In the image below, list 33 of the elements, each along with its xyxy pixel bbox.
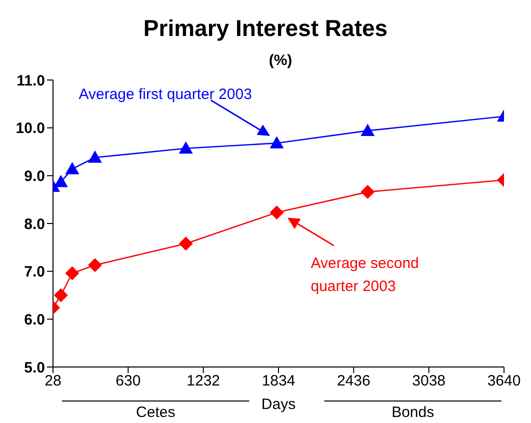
y-tick-label: 10.0	[16, 120, 45, 138]
point	[178, 141, 193, 154]
text: Bonds	[392, 404, 434, 421]
point	[270, 136, 284, 148]
point	[88, 258, 102, 272]
y-tick-label: 8.0	[24, 216, 45, 233]
point	[54, 174, 68, 188]
point	[178, 236, 193, 251]
x-axis-title: Days	[261, 396, 296, 413]
legend-label: Average second quarter 2003	[310, 254, 420, 298]
x-tick-label: 1232	[186, 372, 220, 390]
y-tick-label: 5.0	[24, 359, 45, 376]
point	[54, 288, 68, 302]
point	[270, 206, 284, 220]
x-tick-label: 3038	[412, 372, 446, 390]
text: Average first quarter 2003	[78, 85, 253, 106]
x-tick-label: 1834	[262, 372, 296, 390]
x-tick-label: 630	[116, 372, 141, 390]
point	[360, 124, 375, 136]
text: Cetes	[136, 404, 176, 421]
y-tick-label: 6.0	[24, 311, 45, 328]
x-tick-label: 3640	[487, 372, 521, 390]
x-tick-label: 2436	[336, 372, 370, 390]
point	[65, 266, 80, 280]
chart-subtitle: (%)	[268, 51, 294, 71]
chart-title: Primary Interest Rates	[142, 14, 389, 43]
point	[360, 184, 375, 199]
y-tick-label: 7.0	[24, 264, 45, 281]
x-tick-label: 28	[44, 372, 62, 390]
y-tick-label: 9.0	[24, 168, 45, 185]
y-tick-label: 11.0	[16, 72, 45, 90]
point	[65, 162, 80, 174]
point	[88, 150, 102, 163]
